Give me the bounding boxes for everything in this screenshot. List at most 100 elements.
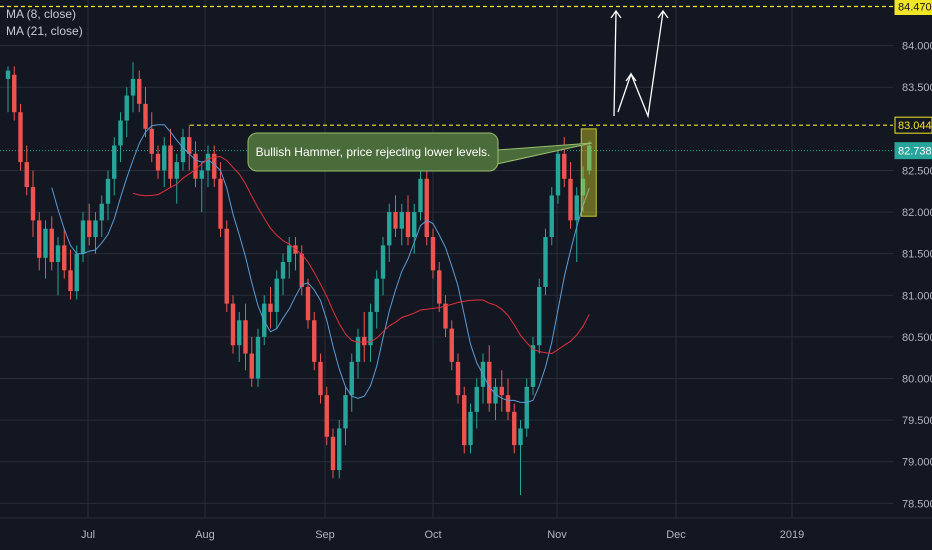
legend-entry[interactable]: MA (8, close) — [6, 7, 77, 21]
hammer-highlight-box — [580, 128, 597, 217]
candle-body — [174, 162, 179, 179]
candle-body — [62, 245, 67, 271]
candle-body — [130, 78, 136, 96]
current-price-tag — [894, 142, 932, 160]
price-tick-label: 81.000 — [902, 290, 932, 302]
time-tick-label: Oct — [424, 529, 441, 541]
candle-body — [380, 245, 386, 279]
candle-body — [387, 212, 392, 246]
legend-entry[interactable]: MA (21, close) — [6, 24, 83, 38]
candle-body — [18, 112, 23, 163]
candle-body — [49, 228, 54, 262]
candle-body — [137, 78, 142, 104]
candle-body — [249, 353, 254, 379]
time-tick-label: Jul — [81, 529, 95, 541]
price-tick-label: 81.500 — [902, 249, 932, 261]
candle-body — [418, 178, 423, 213]
candle-body — [487, 361, 492, 404]
candle-body — [218, 178, 223, 229]
candle-body — [355, 336, 361, 362]
time-tick-label: Nov — [547, 529, 567, 541]
time-axis: Jul Aug Sep Oct Nov Dec 2019 — [0, 517, 932, 541]
resistance-price-tag — [894, 116, 932, 134]
price-tick-label: 83.500 — [902, 82, 932, 94]
candle-body — [268, 303, 273, 312]
candle-body — [112, 145, 117, 179]
current-price-label: 82.738 — [898, 146, 932, 158]
candle-body — [149, 128, 154, 154]
candle-body — [305, 286, 311, 321]
candle-body — [155, 153, 161, 171]
price-axis: 84.000 83.500 82.500 82.000 81.500 81.000 80.5… — [893, 0, 932, 550]
candle-body — [74, 253, 79, 292]
candle-body — [549, 195, 554, 238]
price-tick-label: 78.500 — [902, 498, 932, 510]
candle-body — [105, 178, 111, 204]
candle-body — [224, 228, 229, 304]
candle-body — [468, 411, 473, 446]
candle-body — [124, 95, 129, 121]
projection-arrow-1 — [613, 11, 617, 117]
top-level-price-label: 84.470 — [898, 1, 932, 13]
candle-body — [312, 320, 317, 362]
candle-body — [499, 386, 504, 396]
price-axis-background — [893, 0, 932, 550]
candle-body — [343, 395, 348, 429]
candle-body — [193, 153, 198, 179]
price-tick-label: 82.500 — [902, 165, 932, 177]
candle-body — [512, 411, 517, 446]
ma-21-line — [132, 156, 590, 355]
candle-body — [299, 253, 304, 287]
candle-body — [68, 270, 73, 292]
candle-body — [374, 278, 379, 312]
annotation-text: Bullish Hammer, price rejecting lower le… — [256, 145, 491, 159]
candle-body — [93, 220, 98, 238]
candle-body — [474, 386, 479, 412]
candle-body — [580, 178, 586, 196]
legend-items: MA (8, close) MA (21, close) — [6, 6, 83, 40]
candle-body — [55, 245, 61, 262]
candle-body — [255, 336, 261, 379]
price-tick-label: 82.000 — [902, 207, 932, 219]
arrowhead-icon — [610, 9, 622, 19]
candle-body — [143, 103, 148, 129]
price-tick-label: 79.500 — [902, 415, 932, 427]
candle-body — [324, 395, 329, 437]
candle-body — [437, 270, 442, 304]
candle-body — [243, 320, 248, 354]
candle-body — [449, 328, 454, 362]
candle-body — [187, 137, 192, 154]
candle-body — [280, 262, 286, 279]
indicator-legend: MA (8, close) MA (21, close) — [6, 6, 83, 40]
price-tick-label: 80.500 — [902, 332, 932, 344]
resistance-price-label: 83.044 — [898, 120, 932, 132]
candle-body — [524, 386, 529, 429]
candle-body — [530, 345, 536, 387]
candle-body — [87, 220, 92, 238]
candle-body — [349, 361, 354, 396]
candle-body — [518, 428, 523, 446]
price-levels — [0, 5, 893, 152]
candle-body — [505, 395, 511, 412]
price-tick-label: 79.000 — [902, 457, 932, 469]
candle-body — [337, 428, 342, 471]
drawings — [580, 9, 669, 217]
price-tick-label: 84.000 — [902, 41, 932, 53]
candle-body — [199, 170, 204, 179]
projection-arrow-2 — [617, 11, 664, 119]
time-tick-label: Aug — [195, 529, 215, 541]
candle-body — [562, 153, 567, 179]
arrowhead-icon — [625, 72, 637, 82]
time-tick-label: Dec — [666, 529, 686, 541]
candle-body — [237, 320, 242, 346]
candle-body — [30, 187, 36, 221]
time-tick-label: 2019 — [780, 529, 804, 541]
candle-body — [362, 336, 367, 346]
candle-body — [287, 245, 292, 262]
candle-body — [443, 303, 448, 329]
candle-body — [568, 178, 573, 221]
candle-body — [587, 145, 592, 171]
candle-body — [393, 212, 398, 229]
